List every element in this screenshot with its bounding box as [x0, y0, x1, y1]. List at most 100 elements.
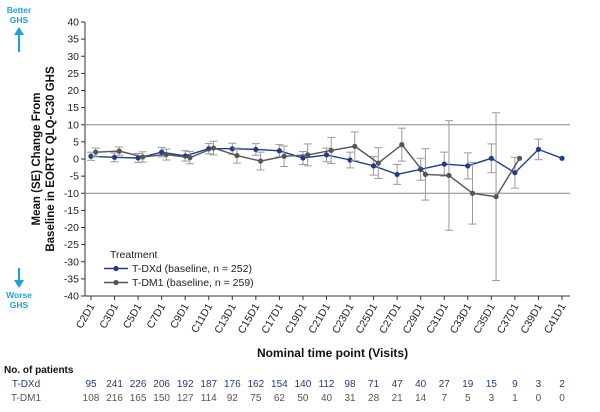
y-tick-label: 40: [67, 17, 79, 29]
y-tick-label: -25: [64, 239, 79, 251]
patients-count: 27: [439, 379, 451, 390]
patients-count: 114: [201, 393, 217, 404]
legend-entry: T-DXd (baseline, n = 252): [132, 263, 252, 275]
data-point-1: [305, 152, 311, 158]
x-tick-label: C29D1: [401, 301, 428, 335]
patients-count: 192: [177, 379, 194, 390]
y-tick-label: -35: [64, 273, 79, 285]
patients-count: 98: [344, 379, 356, 390]
data-point-0: [88, 153, 94, 159]
data-point-1: [281, 153, 287, 159]
x-tick-label: C3D1: [97, 301, 121, 330]
x-tick-label: C35D1: [471, 301, 498, 335]
y-axis-title-line2: Baseline in EORTC QLQ-C30 GHS: [45, 66, 57, 252]
y-tick-label: 25: [67, 68, 79, 80]
patients-count: 140: [295, 379, 312, 390]
patients-count: 206: [153, 379, 170, 390]
x-tick-label: C23D1: [330, 301, 357, 335]
patients-count: 75: [250, 393, 262, 404]
legend-swatch-marker: [113, 279, 119, 286]
x-tick-label: C13D1: [212, 301, 239, 335]
y-tick-label: -20: [64, 222, 79, 234]
y-tick-label: 10: [67, 119, 79, 131]
patients-count: 165: [130, 393, 147, 404]
data-point-1: [375, 160, 381, 166]
patients-count: 71: [368, 379, 380, 390]
y-tick-label: 5: [73, 136, 79, 148]
patients-count: 241: [106, 379, 123, 390]
x-tick-label: C15D1: [236, 301, 263, 335]
y-tick-label: 35: [67, 34, 79, 46]
patients-count: 1: [512, 393, 518, 404]
patients-count: 3: [536, 379, 542, 390]
data-point-1: [234, 152, 240, 159]
x-tick-label: C31D1: [424, 301, 451, 335]
data-point-0: [441, 161, 447, 167]
y-tick-label: -40: [64, 291, 79, 303]
patients-count: 187: [200, 379, 217, 390]
x-tick-label: C33D1: [448, 301, 475, 335]
data-point-0: [559, 155, 565, 161]
data-point-1: [163, 151, 169, 158]
patients-count: 3: [489, 393, 495, 404]
data-point-1: [446, 172, 452, 179]
up-arrow-icon: [14, 27, 24, 35]
x-tick-label: C19D1: [283, 301, 310, 335]
patients-count: 0: [536, 393, 542, 404]
patients-count: 2: [559, 379, 565, 390]
data-point-1: [328, 147, 334, 154]
legend-entry: T-DM1 (baseline, n = 259): [132, 277, 254, 289]
data-point-1: [517, 155, 523, 161]
y-tick-label: -10: [64, 188, 79, 200]
patients-count: 5: [465, 393, 471, 404]
patients-count: 31: [344, 393, 356, 404]
patients-count: 7: [441, 393, 447, 404]
x-axis-title: Nominal time point (Visits): [257, 346, 408, 360]
data-point-0: [512, 170, 518, 176]
x-tick-label: C9D1: [168, 301, 192, 330]
data-point-0: [535, 146, 542, 153]
patients-count: 19: [462, 379, 474, 390]
patients-count: 28: [368, 393, 380, 404]
patients-count: 15: [486, 379, 498, 390]
data-point-1: [93, 149, 99, 155]
data-point-0: [347, 157, 353, 163]
x-tick-label: C17D1: [259, 301, 286, 335]
patients-count: 9: [512, 379, 518, 390]
patients-count: 0: [559, 393, 565, 404]
data-point-0: [111, 154, 118, 160]
data-point-1: [257, 158, 264, 164]
x-tick-label: C37D1: [495, 301, 522, 335]
worse-ghs-label-1: Worse: [6, 290, 32, 300]
data-point-0: [253, 146, 259, 153]
patients-count: 14: [415, 393, 427, 404]
y-axis-title-line1: Mean (SE) Change From: [31, 93, 43, 226]
data-point-0: [323, 152, 330, 158]
better-ghs-label-2: GHS: [10, 15, 29, 25]
data-point-0: [488, 155, 494, 161]
data-point-1: [422, 171, 429, 178]
patients-count: 47: [392, 379, 404, 390]
patients-count: 154: [271, 379, 288, 390]
data-point-0: [465, 163, 471, 169]
better-ghs-label-1: Better: [7, 5, 32, 15]
data-point-1: [352, 143, 358, 149]
y-tick-label: -30: [64, 256, 79, 268]
x-tick-label: C27D1: [377, 301, 404, 335]
x-tick-label: C39D1: [518, 301, 545, 335]
data-point-0: [300, 155, 306, 161]
x-tick-label: C2D1: [74, 301, 98, 330]
patients-count: 92: [227, 393, 239, 404]
y-tick-label: 15: [67, 102, 79, 114]
patients-count: 40: [321, 393, 333, 404]
patients-count: 40: [415, 379, 427, 390]
patients-count: 176: [224, 379, 241, 390]
x-tick-label: C5D1: [121, 301, 145, 330]
x-tick-label: C41D1: [542, 301, 569, 335]
y-tick-label: 30: [67, 51, 79, 63]
y-tick-label: 0: [73, 154, 79, 166]
data-point-1: [187, 155, 193, 161]
y-tick-label: -5: [70, 171, 79, 183]
patients-row-label: T-DXd: [12, 379, 40, 390]
